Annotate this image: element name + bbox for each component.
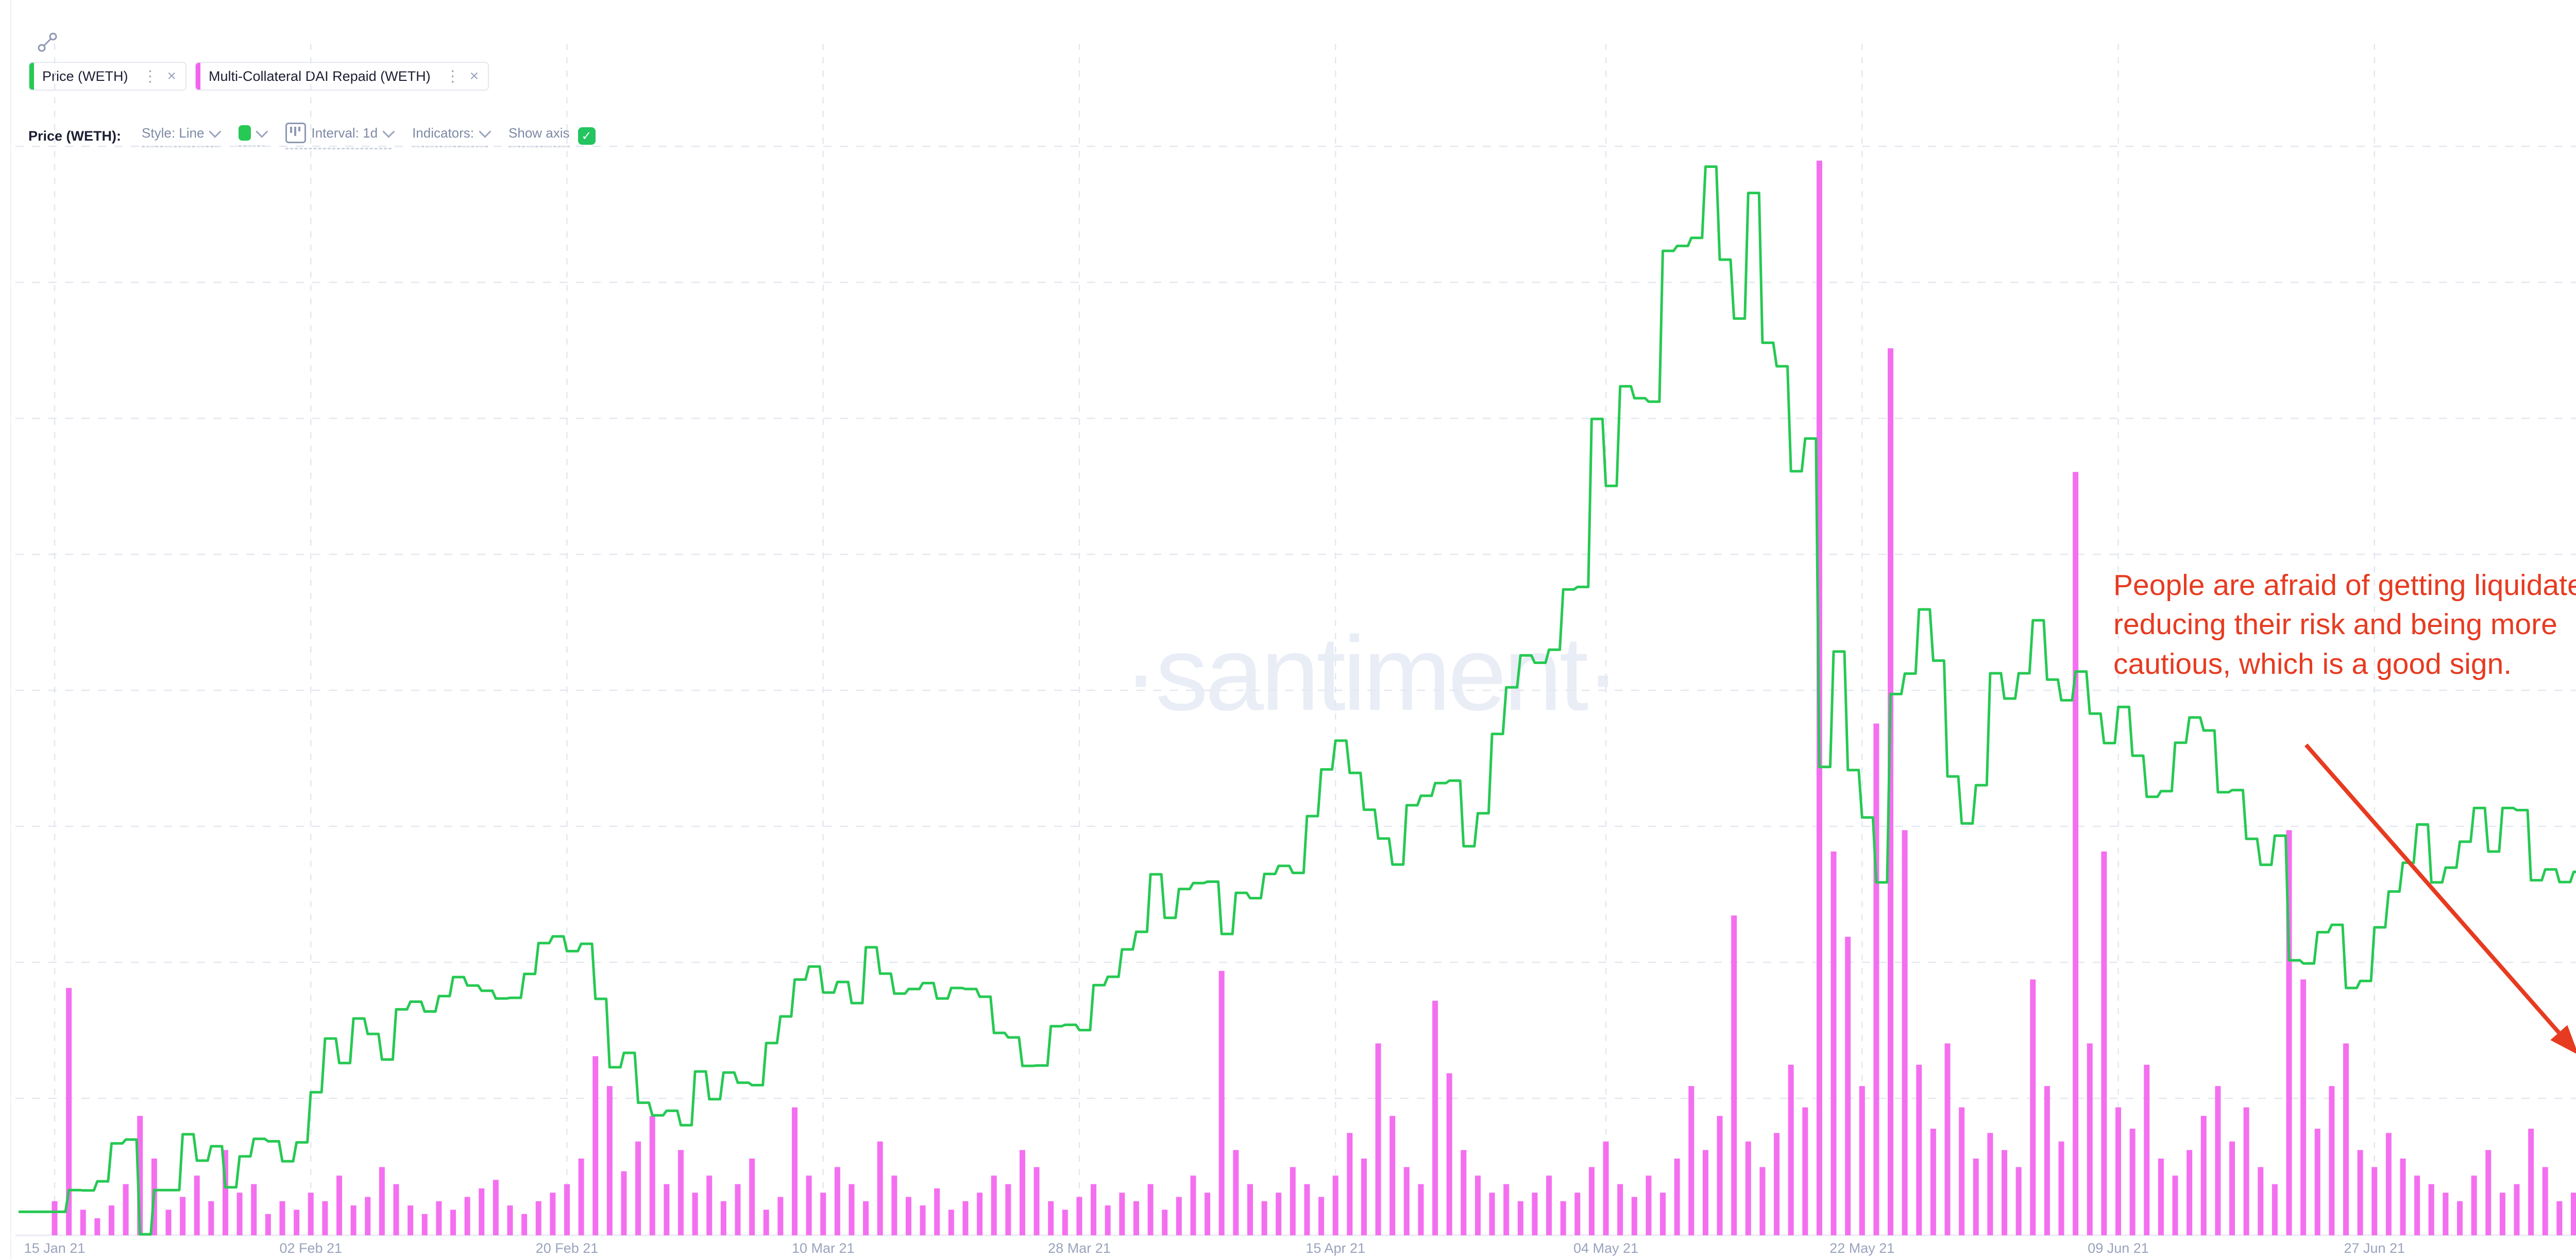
close-icon[interactable]: × (167, 67, 177, 84)
svg-text:04 May 21: 04 May 21 (1573, 1240, 1638, 1256)
svg-text:22 May 21: 22 May 21 (1829, 1240, 1894, 1256)
color-swatch (239, 125, 251, 141)
interval-select[interactable]: Interval: 1d (285, 123, 395, 149)
kebab-menu-icon[interactable]: ⋮ (445, 67, 461, 85)
check-icon: ✓ (581, 129, 592, 143)
toolbar-metric-title: Price (WETH): (28, 128, 122, 144)
tab-accent-magenta (196, 63, 201, 90)
indicators-select[interactable]: Indicators: (412, 125, 492, 147)
tab-label: Multi-Collateral DAI Repaid (WETH) (209, 68, 431, 84)
show-axis-checkbox[interactable]: ✓ (578, 127, 596, 145)
svg-text:10 Mar 21: 10 Mar 21 (792, 1240, 855, 1256)
metric-tabs: Price (WETH) ⋮ × Multi-Collateral DAI Re… (28, 62, 489, 91)
metric-toolbar: Price (WETH): Style: Line Interval: 1d I… (28, 123, 596, 149)
show-axis-label: Show axis (509, 125, 570, 141)
svg-text:09 Jun 21: 09 Jun 21 (2088, 1240, 2149, 1256)
tab-label: Price (WETH) (42, 68, 128, 84)
interval-select-label: Interval: 1d (311, 125, 378, 141)
close-icon[interactable]: × (469, 67, 479, 84)
style-select[interactable]: Style: Line (142, 125, 222, 147)
indicators-select-label: Indicators: (412, 125, 474, 141)
svg-text:02 Feb 21: 02 Feb 21 (279, 1240, 342, 1256)
svg-text:15 Jan 21: 15 Jan 21 (24, 1240, 86, 1256)
bar-chart-icon (285, 123, 307, 143)
style-select-label: Style: Line (142, 125, 205, 141)
svg-text:28 Mar 21: 28 Mar 21 (1048, 1240, 1111, 1256)
tab-accent-green (29, 63, 34, 90)
svg-text:27 Jun 21: 27 Jun 21 (2344, 1240, 2405, 1256)
svg-text:15 Apr 21: 15 Apr 21 (1306, 1240, 1365, 1256)
trend-line-tool-icon[interactable] (35, 30, 60, 55)
svg-text:20 Feb 21: 20 Feb 21 (536, 1240, 599, 1256)
tab-dai-repaid-weth[interactable]: Multi-Collateral DAI Repaid (WETH) ⋮ × (195, 62, 489, 91)
show-axis-toggle[interactable]: Show axis (509, 125, 570, 147)
panel-left-border (10, 0, 11, 1259)
kebab-menu-icon[interactable]: ⋮ (142, 67, 158, 85)
